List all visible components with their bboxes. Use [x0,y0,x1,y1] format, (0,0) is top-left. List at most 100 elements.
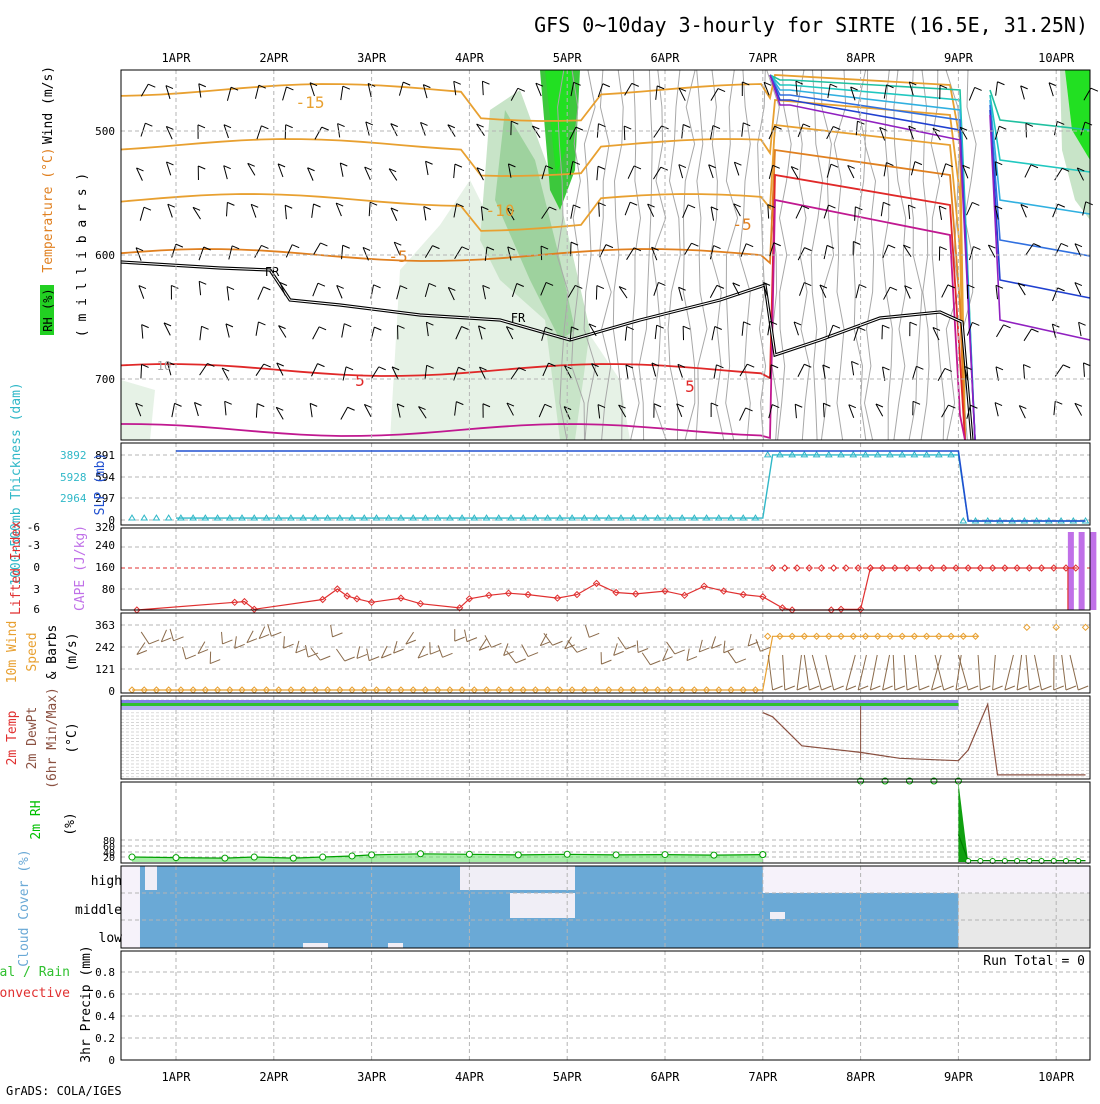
cloud-block-low [140,920,958,948]
wind-barb-flag [973,247,980,250]
wind-barb-flag [683,125,690,128]
wind-speed-tick: 0 [108,685,115,698]
wind-barb-flag [1058,204,1065,207]
wind-barb [884,163,893,177]
thickness-tick: 5928 [60,471,87,484]
wind-axis-label: Wind (m/s) [41,66,56,144]
precip-tick: 0.6 [95,988,115,1001]
wind-barb-flag [318,283,325,286]
rh-marker [711,852,717,858]
wind-barb [312,204,321,218]
wind-barb-staff [256,322,258,336]
wind-barb-flag [916,366,923,369]
surface-wind-barb-staff [1035,655,1042,690]
wind-barb-staff [740,408,746,421]
contour-label: 5 [685,377,695,396]
wind-barb [710,285,724,297]
lifted-index-axis-label: Lifted Index [9,521,24,615]
wind-barb [1026,123,1033,137]
date-label-bottom: 4APR [455,1070,485,1084]
wind-barb-staff [795,404,796,418]
precip-tick: 0.2 [95,1032,115,1045]
surface-wind-barb [331,625,343,637]
wind-barb [166,126,173,139]
wind-barb-staff [285,205,286,219]
wind-barb [141,364,149,378]
cape-bar [1079,532,1085,610]
wind-barb-flag [795,404,802,407]
wind-barb [791,167,798,179]
wind-barb [883,245,895,258]
surface-wind-barb [268,624,282,636]
slp-axis-label: SLP (mb) [93,453,108,516]
wind-barb [939,247,946,261]
wind-barb-flag [661,167,668,170]
surface-wind-barb-flag [467,638,477,642]
surface-wind-barb-staff [699,640,702,652]
wind-barb [477,168,484,180]
surface-wind-barb-staff [748,634,751,646]
wind-barb-flag [573,205,580,208]
surface-wind-barb-flag [235,644,245,648]
wind-barb-flag [997,82,1004,85]
wind-barb [1075,403,1082,415]
wind-barb [796,206,809,219]
wind-barb-staff [823,403,824,417]
thickness-marker [129,515,135,520]
wind-barb-staff [1053,204,1058,217]
wind-barb [740,408,753,421]
wind-barb [199,281,206,295]
cape-bar [1068,532,1074,610]
wind-barb [166,86,173,99]
surface-wind-barb [667,642,685,654]
wind-barb [200,326,209,340]
wind-barb-flag [831,164,838,167]
surface-wind-barb-staff [522,645,528,657]
wind-barb-staff [343,367,346,381]
wind-barb-flag [890,287,897,290]
wind-barb-staff [742,322,743,336]
cloud-gap [460,866,575,890]
wind-barb-flag [176,244,183,247]
wind-barb-flag [264,364,271,367]
wind-barb-flag [225,401,232,404]
wind-barb-flag [199,281,206,284]
wind-barb-flag [344,324,351,327]
wind-barb [823,403,830,417]
precip-label-convective: Convective [0,986,70,1001]
wind-barb-staff [283,87,287,100]
surface-wind-barb [465,630,477,642]
wind-barb [338,124,345,138]
wind-barb-staff [311,364,317,377]
wind-barb-flag [996,367,1003,370]
precip-tick: 0.8 [95,966,115,979]
wind-barb [172,403,182,417]
wind-barb-staff [341,86,343,100]
surface-wind-barb-flag [174,637,184,641]
wind-barb [619,287,627,299]
wind-barb-flag [199,84,206,87]
surface-wind-barb [699,640,709,652]
wind-barb [310,403,317,417]
wind-barb [193,207,200,219]
date-label-bottom: 9APR [944,1070,974,1084]
wind-barb [1055,365,1070,377]
date-label-top: 3APR [357,51,387,65]
wind-barb-flag [823,403,830,406]
wind-barb-flag [286,125,293,128]
cloud-gap [770,912,785,919]
surface-wind-barb [870,655,880,690]
surface-wind-barb [247,631,257,643]
surface-wind-barb-staff [614,643,618,655]
wind-axis-label-1: 10m Wind [5,621,20,684]
wind-barb-staff [828,84,830,98]
surface-wind-barb-flag [443,653,453,657]
wind-barb-staff [426,161,428,175]
surface-wind-barb [406,632,416,644]
wind-barb-flag [858,327,865,330]
pressure-tick: 700 [95,373,115,386]
surface-wind-barb-flag [846,686,856,690]
wind-barb [596,286,603,300]
surface-wind-barb-flag [345,657,355,661]
footer-credit: GrADS: COLA/IGES [6,1084,122,1098]
